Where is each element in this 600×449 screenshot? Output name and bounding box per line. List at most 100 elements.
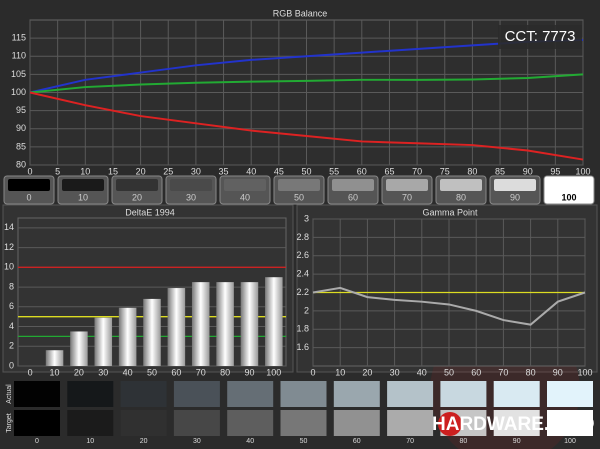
x-tick-label: 5 <box>55 166 60 176</box>
bar <box>167 288 186 366</box>
x-tick-label: 60 <box>171 367 181 377</box>
swatch-label: 80 <box>460 438 468 445</box>
swatch-label: 10 <box>86 438 94 445</box>
y-tick-label: 12 <box>4 242 14 252</box>
swatch-label: 0 <box>35 438 39 445</box>
y-tick-label: 14 <box>4 222 14 232</box>
swatch-label: 60 <box>348 192 358 202</box>
x-tick-label: 0 <box>27 166 32 176</box>
series-line <box>29 38 584 94</box>
y-tick-label: 1.6 <box>296 342 309 352</box>
actual-swatch <box>280 381 327 407</box>
target-swatch <box>67 410 114 436</box>
y-tick-label: 1.8 <box>296 324 309 334</box>
series-line <box>29 73 584 94</box>
target-swatch <box>14 410 60 436</box>
x-tick-label: 50 <box>444 367 454 377</box>
target-swatch <box>173 410 220 436</box>
y-tick-label: 110 <box>12 51 26 61</box>
swatch-color <box>224 179 266 191</box>
chart-title: RGB Balance <box>273 8 328 18</box>
x-tick-label: 0 <box>310 367 315 377</box>
x-tick-label: 90 <box>244 367 254 377</box>
x-tick-label: 30 <box>390 367 400 377</box>
swatch-color <box>548 179 590 191</box>
x-tick-label: 40 <box>123 367 133 377</box>
swatch-label: 50 <box>294 192 304 202</box>
chart-title: DeltaE 1994 <box>125 207 175 217</box>
swatch-label: 90 <box>510 192 520 202</box>
target-swatch <box>493 410 540 436</box>
x-tick-label: 20 <box>136 166 146 176</box>
swatch-label: 0 <box>26 192 31 202</box>
swatch-color <box>278 179 320 191</box>
y-tick-label: 2.4 <box>296 269 309 279</box>
swatch-label: 100 <box>561 192 576 202</box>
x-tick-label: 40 <box>417 367 427 377</box>
bar <box>45 350 64 366</box>
x-tick-label: 55 <box>329 166 339 176</box>
x-tick-label: 80 <box>220 367 230 377</box>
swatch-label: 10 <box>78 192 88 202</box>
actual-swatch <box>387 381 434 407</box>
swatch-label: 30 <box>193 438 201 445</box>
y-tick-label: 90 <box>16 123 26 133</box>
bar <box>143 298 161 366</box>
x-tick-label: 20 <box>362 367 372 377</box>
bar <box>216 282 234 366</box>
target-swatch <box>333 410 380 436</box>
actual-swatch <box>493 381 540 407</box>
swatch-color <box>116 179 158 191</box>
swatch-label: 90 <box>513 438 521 445</box>
x-tick-label: 10 <box>80 166 90 176</box>
actual-swatch <box>120 381 167 407</box>
row-label: Actual <box>6 384 13 404</box>
x-tick-label: 100 <box>575 166 590 176</box>
swatch-color <box>440 179 482 191</box>
swatch-label: 20 <box>132 192 142 202</box>
y-tick-label: 95 <box>16 105 26 115</box>
y-tick-label: 2.6 <box>296 250 309 260</box>
row-label: Target <box>6 413 13 433</box>
series-line <box>29 91 584 161</box>
y-tick-label: 2 <box>304 305 309 315</box>
x-tick-label: 10 <box>50 367 60 377</box>
x-tick-label: 70 <box>196 367 206 377</box>
y-tick-label: 2 <box>9 341 14 351</box>
logo-icon <box>438 412 462 436</box>
y-tick-label: 115 <box>12 33 26 43</box>
swatch-label: 60 <box>353 438 361 445</box>
swatch-color <box>386 179 428 191</box>
x-tick-label: 75 <box>440 166 450 176</box>
target-swatch <box>120 410 167 436</box>
x-tick-label: 50 <box>301 166 311 176</box>
x-tick-label: 65 <box>384 166 394 176</box>
x-tick-label: 50 <box>147 367 157 377</box>
swatch-label: 100 <box>564 438 576 445</box>
x-tick-label: 10 <box>335 367 345 377</box>
x-tick-label: 60 <box>357 166 367 176</box>
x-tick-label: 70 <box>412 166 422 176</box>
swatch-color <box>494 179 536 191</box>
actual-swatch <box>67 381 114 407</box>
y-tick-label: 10 <box>4 262 14 272</box>
swatch-color <box>170 179 212 191</box>
logo: HARDWARE.INFO <box>432 414 595 435</box>
target-swatch <box>387 410 434 436</box>
swatch-label: 50 <box>300 438 308 445</box>
x-tick-label: 90 <box>523 166 533 176</box>
target-swatch <box>227 410 274 436</box>
bar <box>118 307 137 366</box>
swatch-label: 80 <box>456 192 466 202</box>
x-tick-label: 35 <box>219 166 229 176</box>
x-tick-label: 80 <box>467 166 477 176</box>
x-tick-label: 30 <box>191 166 201 176</box>
x-tick-label: 40 <box>246 166 256 176</box>
bar <box>265 277 283 366</box>
target-swatch <box>547 410 593 436</box>
x-tick-label: 15 <box>108 166 118 176</box>
bar <box>240 282 259 366</box>
swatch-color <box>332 179 374 191</box>
x-tick-label: 90 <box>553 367 563 377</box>
